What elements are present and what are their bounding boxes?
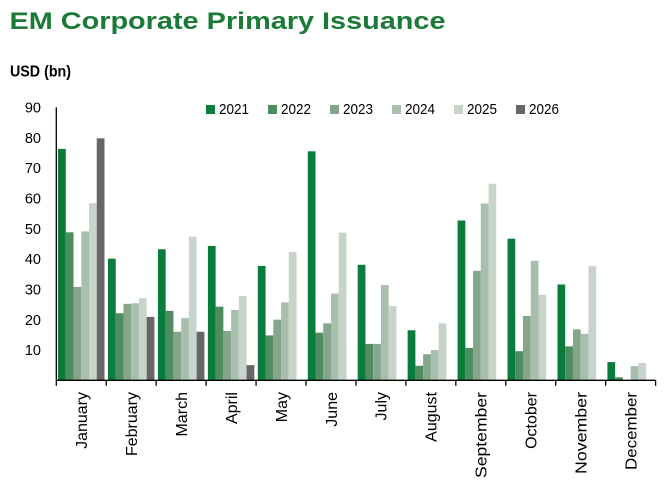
svg-text:90: 90: [25, 101, 41, 117]
svg-text:EM Corporate Primary Issuance: EM Corporate Primary Issuance: [10, 8, 446, 35]
svg-text:USD (bn): USD (bn): [10, 63, 71, 80]
svg-text:30: 30: [25, 283, 41, 299]
svg-text:2023: 2023: [343, 101, 373, 118]
svg-text:70: 70: [25, 161, 41, 177]
svg-text:July: July: [374, 392, 391, 420]
svg-text:80: 80: [25, 131, 41, 147]
svg-text:December: December: [623, 391, 640, 470]
svg-text:January: January: [74, 392, 91, 449]
svg-text:2025: 2025: [467, 101, 497, 118]
svg-text:60: 60: [25, 192, 41, 208]
svg-text:2022: 2022: [281, 101, 311, 118]
svg-text:June: June: [324, 392, 341, 427]
svg-text:October: October: [524, 391, 541, 449]
svg-text:March: March: [174, 392, 191, 436]
svg-text:2026: 2026: [529, 101, 559, 118]
svg-text:2021: 2021: [219, 101, 249, 118]
svg-text:November: November: [573, 391, 590, 474]
svg-text:20: 20: [25, 313, 41, 329]
svg-text:40: 40: [25, 252, 41, 268]
svg-text:April: April: [224, 392, 241, 424]
svg-text:10: 10: [25, 343, 41, 359]
svg-text:September: September: [474, 391, 491, 478]
svg-text:August: August: [424, 391, 441, 441]
svg-text:50: 50: [25, 222, 41, 238]
svg-text:May: May: [274, 392, 291, 422]
svg-text:2024: 2024: [405, 101, 435, 118]
svg-text:February: February: [124, 392, 141, 456]
